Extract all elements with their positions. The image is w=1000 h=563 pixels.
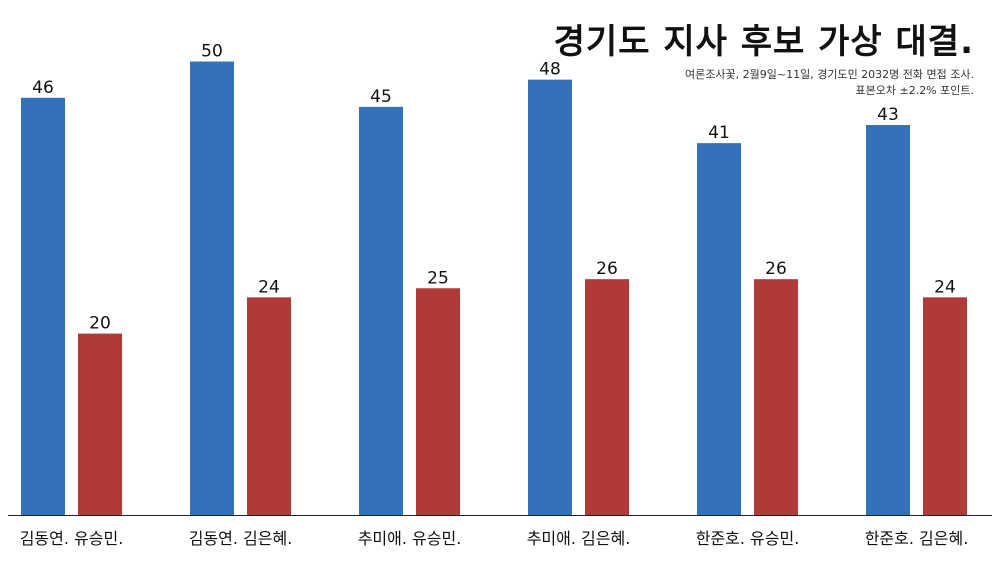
data-label-4-b: 26	[596, 259, 618, 279]
bar-5-a	[697, 143, 741, 515]
bar-5-b	[754, 279, 798, 515]
data-label-5-a: 41	[708, 123, 730, 143]
data-label-3-a: 45	[370, 87, 392, 107]
chart-title: 경기도 지사 후보 가상 대결.	[553, 22, 974, 62]
bar-3-b	[416, 288, 460, 515]
category-label-4: 추미애. 김은혜.	[527, 529, 631, 548]
chart-note-margin: 표본오차 ±2.2% 포인트.	[855, 84, 975, 97]
data-label-3-b: 25	[427, 268, 449, 288]
bar-6-a	[866, 124, 910, 516]
data-label-6-b: 24	[934, 277, 956, 297]
category-label-2: 김동연. 김은혜.	[189, 529, 293, 548]
bar-2-b	[247, 297, 291, 515]
data-label-2-a: 50	[201, 42, 223, 62]
category-label-6: 한준호. 김은혜.	[865, 529, 969, 548]
bar-3-a	[359, 106, 403, 515]
data-label-5-b: 26	[765, 259, 787, 279]
data-label-6-a: 43	[877, 105, 899, 125]
data-label-1-a: 46	[32, 78, 54, 98]
bar-6-b	[923, 297, 967, 515]
bar-1-a	[21, 97, 65, 515]
bar-2-a	[190, 61, 234, 515]
category-label-1: 김동연. 유승민.	[20, 529, 124, 548]
category-label-3: 추미애. 유승민.	[358, 529, 462, 548]
data-label-4-a: 48	[539, 60, 561, 80]
chart-note-survey: 여론조사꽃, 2월9일~11일, 경기도민 2032명 전화 면접 조사.	[685, 68, 974, 81]
data-label-1-b: 20	[89, 314, 111, 334]
category-label-5: 한준호. 유승민.	[696, 529, 800, 548]
bar-1-b	[78, 333, 122, 515]
bar-4-b	[585, 279, 629, 515]
bar-4-a	[528, 79, 572, 515]
data-label-2-b: 24	[258, 277, 280, 297]
